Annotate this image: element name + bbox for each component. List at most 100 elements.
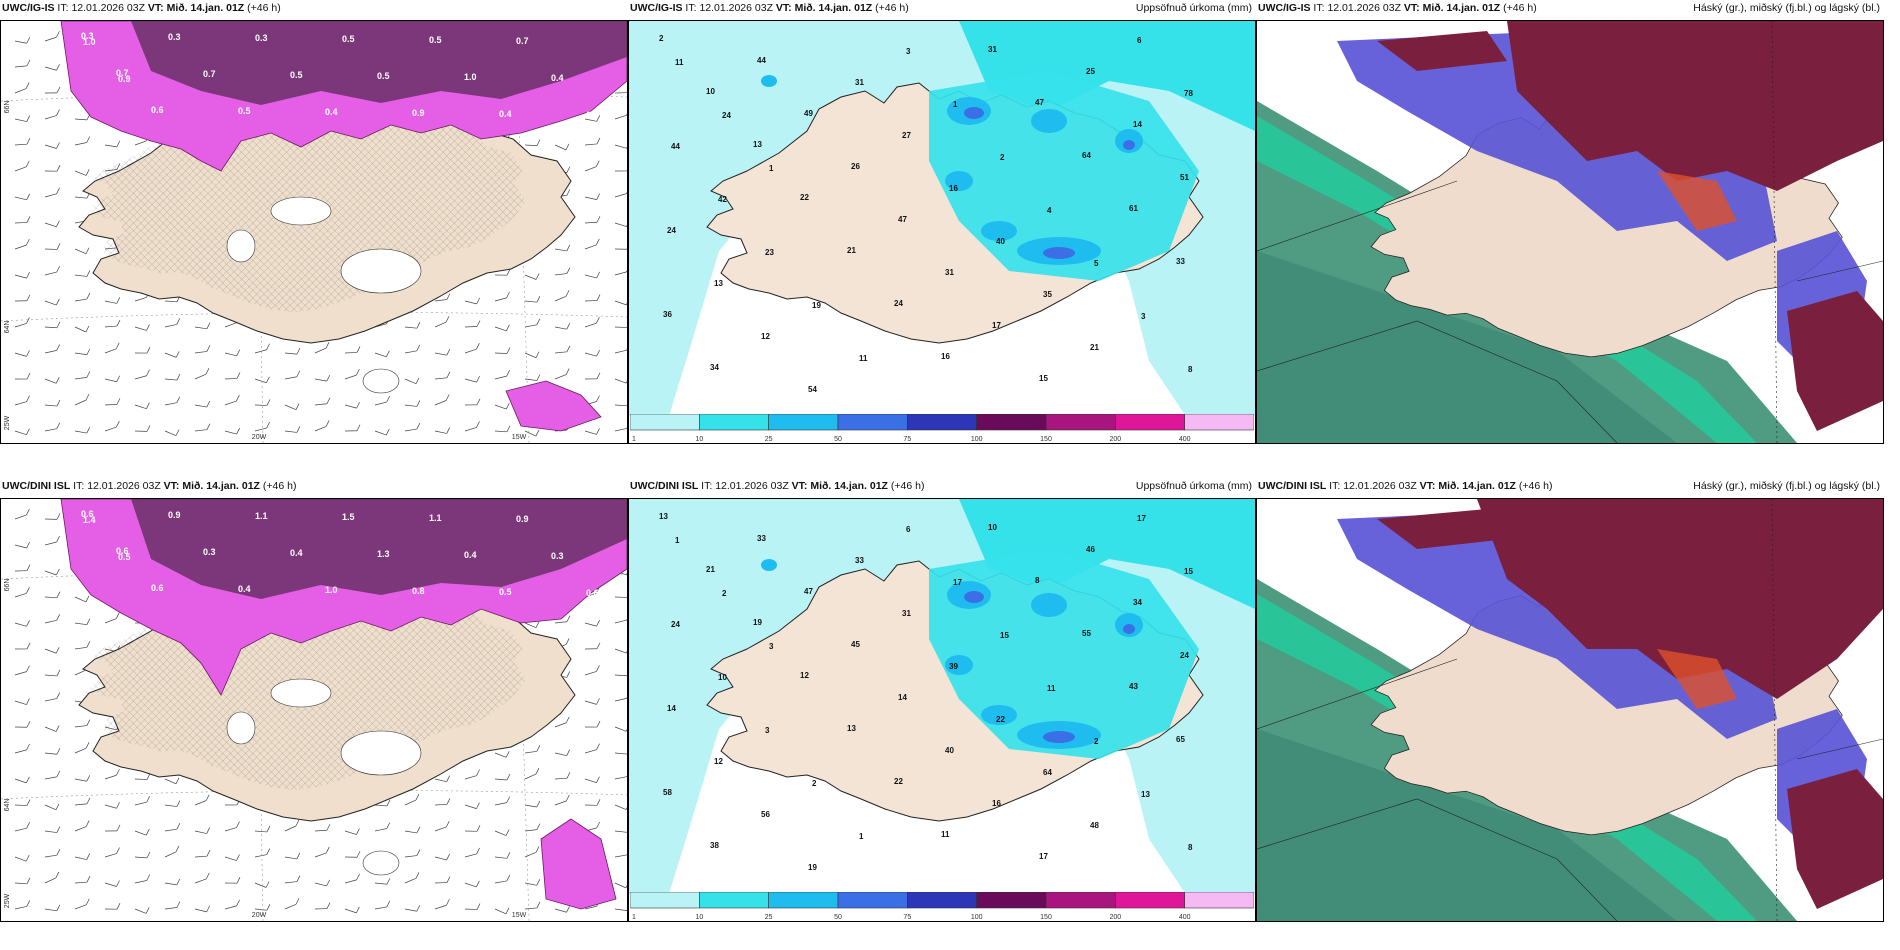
precip-value-label: 31 — [988, 45, 997, 54]
longitude-label: 15W — [512, 434, 527, 441]
precip-core — [981, 705, 1017, 725]
colorbar-swatch — [1115, 892, 1185, 909]
snow-value-label: 0.8 — [412, 586, 425, 596]
snow-value-label: 0.4 — [238, 584, 251, 594]
precip-value-label: 3 — [1141, 312, 1146, 321]
precip-value-label: 16 — [949, 184, 958, 193]
precip-max — [964, 107, 984, 119]
precip-value-label: 31 — [945, 268, 954, 277]
precip-map-svg: 1321191213221110855436558383347451440161… — [629, 499, 1255, 921]
snow-map-svg: 0.3 0.7 0.6 0.3 0.7 0.5 0.3 0.5 0.4 0.5 0.5 0.9 0.5 1… — [1, 21, 627, 443]
snow-wind-map: 0.6 0.6 0.6 0.9 0.3 0.4 1.1 0.4 1.0 1.5 1.3 0.8 1.1 0… — [0, 498, 628, 922]
precip-max — [964, 591, 984, 603]
latitude-label: 64N — [4, 321, 11, 334]
precip-value-label: 24 — [894, 299, 903, 308]
precip-colorbar: 1 10 25 50 75 100 150 200 400 — [630, 892, 1254, 922]
init-time: 12.01.2026 03Z — [71, 2, 145, 14]
snow-value-label: 0.5 — [118, 552, 131, 562]
colorbar-tick-label: 75 — [903, 914, 911, 921]
cloud-title: Háský (gr.), miðský (fj.bl.) og lágský (… — [1693, 480, 1880, 492]
colorbar-swatch — [768, 892, 839, 909]
panel-header: UWC/DINI ISL IT: 12.01.2026 03Z VT: Mið.… — [630, 480, 1252, 496]
precip-value-label: 12 — [761, 332, 770, 341]
precip-max — [1043, 247, 1075, 259]
high-cloud-area-se — [1787, 291, 1883, 431]
colorbar-swatch — [976, 892, 1047, 909]
precip-map: 13 21 19 12 13 22 11 10 8 55 43 65 58 38 33 47 45 14 40 16 1… — [628, 498, 1256, 922]
precip-value-label: 26 — [851, 162, 860, 171]
latitude-label: 25W — [4, 893, 11, 908]
lead-time: (+46 h) — [1518, 480, 1553, 492]
snow-value-label: 0.6 — [81, 509, 94, 519]
snow-value-label: 1.0 — [83, 37, 96, 47]
latitude-label: 64N — [4, 799, 11, 812]
vt-label: VT: — [147, 2, 164, 14]
precip-value-label: 54 — [808, 385, 817, 394]
valid-time: Mið. 14.jan. 01Z — [810, 480, 888, 492]
colorbar-swatch — [1184, 414, 1254, 431]
precip-value-label: 23 — [765, 248, 774, 257]
snow-value-label: 0.3 — [81, 31, 94, 41]
colorbar-tick-label: 25 — [765, 914, 773, 921]
precip-value-label: 13 — [659, 512, 668, 521]
precip-value-label: 22 — [894, 777, 903, 786]
colorbar-tick-label: 50 — [834, 914, 842, 921]
init-time: 12.01.2026 03Z — [1343, 480, 1417, 492]
it-label: IT: — [57, 2, 69, 14]
valid-time: Mið. 14.jan. 01Z — [794, 2, 873, 14]
colorbar-tick-label: 200 — [1109, 436, 1121, 443]
precip-value-label: 47 — [804, 587, 813, 596]
colorbar-swatch — [837, 414, 908, 431]
precip-value-label: 33 — [1176, 257, 1185, 266]
snow-value-label: 0.5 — [429, 35, 442, 45]
snowfall-heavy — [131, 499, 627, 599]
colorbar-tick-label: 400 — [1179, 436, 1191, 443]
colorbar-tick-label: 10 — [695, 914, 703, 921]
precip-value-label: 12 — [714, 757, 723, 766]
panel-snow-top: UWC/IG-IS IT: 12.01.2026 03Z VT: Mið. 14… — [0, 0, 628, 460]
model-name: UWC/IG-IS — [1258, 2, 1311, 14]
precip-value-label: 8 — [1188, 365, 1193, 374]
colorbar-swatch — [699, 414, 769, 431]
precip-colorbar: 1 10 25 50 75 100 150 200 400 — [630, 414, 1254, 444]
precip-value-label: 45 — [851, 640, 860, 649]
it-label: IT: — [701, 480, 713, 492]
panel-precip-top: UWC/IG-IS IT: 12.01.2026 03Z VT: Mið. 14… — [628, 0, 1256, 460]
panel-precip-bottom: UWC/DINI ISL IT: 12.01.2026 03Z VT: Mið.… — [628, 478, 1256, 938]
precip-core — [761, 75, 777, 87]
colorbar-swatch — [976, 414, 1047, 431]
snow-value-label: 0.9 — [412, 108, 425, 118]
lead-time: (+46 h) — [875, 2, 909, 14]
lead-time: (+46 h) — [890, 480, 925, 492]
precip-value-label: 13 — [753, 140, 762, 149]
precip-core — [1031, 593, 1067, 617]
colorbar-swatch — [907, 414, 977, 431]
precip-value-label: 31 — [902, 609, 911, 618]
precip-value-label: 21 — [706, 565, 715, 574]
valid-time: Mið. 14.jan. 01Z — [182, 480, 260, 492]
precip-value-label: 36 — [663, 310, 672, 319]
precip-value-label: 33 — [757, 534, 766, 543]
precip-value-label: 5 — [1094, 259, 1099, 268]
snow-value-label: 1.0 — [464, 72, 477, 82]
precip-core — [761, 559, 777, 571]
precip-value-label: 16 — [992, 799, 1001, 808]
glacier — [226, 229, 256, 263]
lat-lon-grid — [1257, 499, 1883, 921]
snowfall-heavy — [131, 21, 627, 105]
model-name: UWC/DINI ISL — [2, 480, 71, 492]
precip-value-label: 14 — [1133, 120, 1142, 129]
latitude-label: 25W — [4, 415, 11, 430]
precip-core — [981, 221, 1017, 241]
colorbar-swatch — [630, 892, 700, 909]
precip-value-label: 38 — [710, 841, 719, 850]
precip-value-label: 4 — [1047, 206, 1052, 215]
precip-value-label: 10 — [988, 523, 997, 532]
colorbar-tick-label: 50 — [834, 436, 842, 443]
snow-value-label: 0.5 — [377, 71, 390, 81]
colorbar-tick-label: 100 — [971, 914, 983, 921]
snow-value-label: 1.3 — [377, 549, 390, 559]
precip-value-label: 8 — [1035, 576, 1040, 585]
precip-value-label: 14 — [667, 704, 676, 713]
precip-core — [945, 171, 973, 191]
